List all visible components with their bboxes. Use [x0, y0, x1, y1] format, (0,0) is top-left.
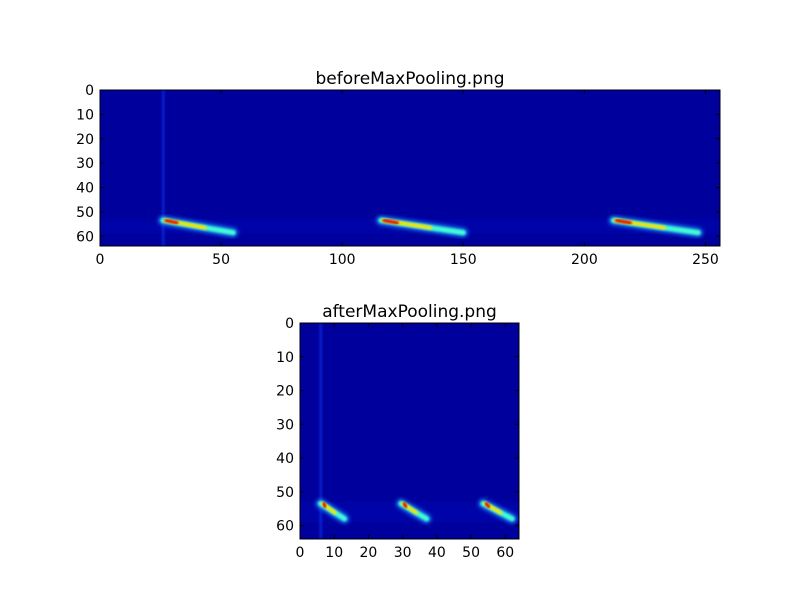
y-tick-label: 50 — [276, 485, 294, 501]
x-tick-label: 250 — [692, 252, 719, 268]
y-tick-label: 30 — [276, 417, 294, 433]
y-tick-label: 0 — [285, 316, 294, 332]
x-tick-label: 0 — [96, 252, 105, 268]
streak-peak — [382, 218, 399, 225]
x-tick-label: 40 — [428, 545, 446, 561]
y-tick-label: 20 — [76, 132, 94, 148]
axes-frame — [99, 89, 721, 247]
heatmap-streak — [396, 499, 432, 524]
streak-peak — [322, 502, 327, 509]
heatmap-vertical-line — [319, 323, 323, 539]
streak-peak — [164, 218, 179, 225]
heatmap-2: 0 10 20 30 40 50 600102030405060afterMaxPoolin… — [276, 302, 520, 561]
x-tick-label: 60 — [496, 545, 514, 561]
y-tick-label: 10 — [276, 350, 294, 366]
y-tick-label: 60 — [76, 229, 94, 245]
x-tick-label: 10 — [325, 545, 343, 561]
heatmap-image — [300, 323, 519, 539]
y-tick-label: 10 — [76, 107, 94, 123]
heatmap-streak — [316, 499, 349, 524]
y-tick-label: 40 — [76, 181, 94, 197]
y-tick-label: 60 — [276, 519, 294, 535]
x-tick-label: 0 — [296, 545, 305, 561]
streak-peak — [484, 502, 491, 509]
x-tick-label: 200 — [571, 252, 598, 268]
heatmap-streak — [158, 215, 238, 238]
y-tick-label: 50 — [76, 205, 94, 221]
heatmap-image — [100, 90, 720, 246]
x-tick-label: 50 — [462, 545, 480, 561]
heatmap-streak — [608, 215, 703, 238]
heatmap-streak — [376, 215, 468, 238]
axes-frame — [299, 322, 520, 540]
y-tick-label: 20 — [276, 384, 294, 400]
heatmap-vertical-line — [161, 90, 165, 246]
x-tick-label: 30 — [394, 545, 412, 561]
streak-peak — [614, 218, 632, 225]
streak-peak — [402, 502, 408, 509]
y-tick-label: 30 — [76, 156, 94, 172]
chart-title: afterMaxPooling.png — [322, 302, 497, 322]
y-tick-label: 40 — [276, 451, 294, 467]
heatmap-streak — [478, 499, 517, 524]
heatmap-1: 0 50 100 150 200 250 0 10 20 30 40 50 60 beforeMaxPoo… — [76, 69, 721, 268]
x-tick-label: 50 — [212, 252, 230, 268]
x-tick-label: 100 — [329, 252, 356, 268]
y-tick-label: 0 — [85, 83, 94, 99]
chart-title: beforeMaxPooling.png — [315, 69, 504, 89]
x-tick-label: 20 — [360, 545, 378, 561]
x-tick-label: 150 — [450, 252, 477, 268]
